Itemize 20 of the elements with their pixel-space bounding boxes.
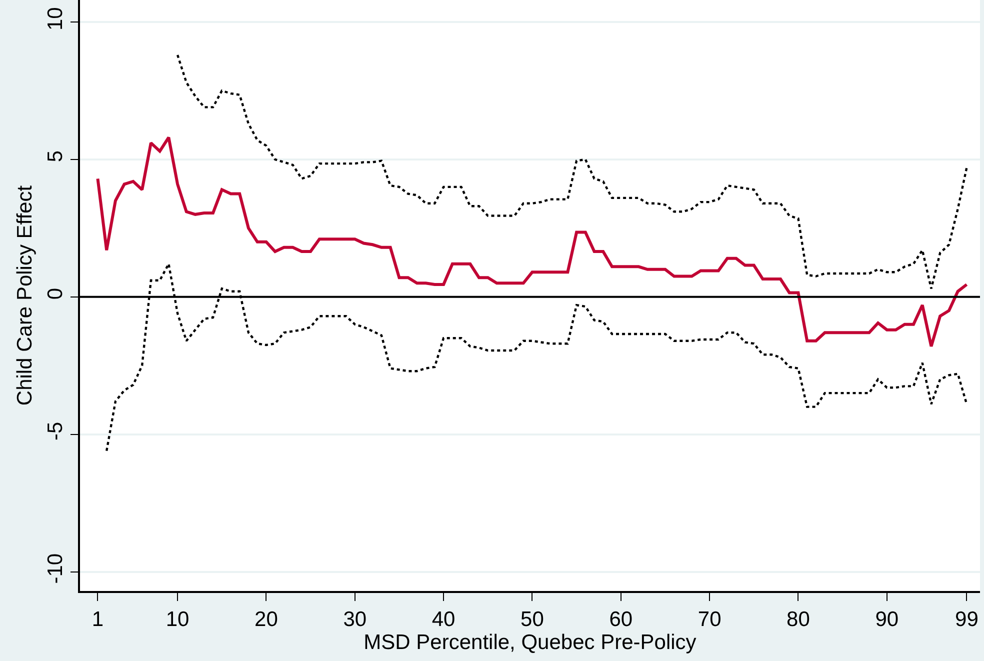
x-axis-title: MSD Percentile, Quebec Pre-Policy xyxy=(364,630,697,654)
x-tick-label: 20 xyxy=(254,608,278,631)
x-tick-label: 30 xyxy=(343,608,367,631)
y-tick-label: -5 xyxy=(44,422,67,441)
y-tick-label: 10 xyxy=(44,7,67,31)
y-tick-label: 0 xyxy=(44,288,67,300)
line-series xyxy=(96,136,968,348)
x-tick-label: 80 xyxy=(786,608,810,631)
x-tick-label: 40 xyxy=(432,608,456,631)
x-tick-label: 99 xyxy=(955,608,978,631)
x-tick-label: 70 xyxy=(698,608,722,631)
y-tick-label: 5 xyxy=(44,150,67,162)
line-series xyxy=(176,54,968,290)
x-tick-label: 1 xyxy=(92,608,104,631)
x-tick-label: 50 xyxy=(520,608,544,631)
x-tick-label: 60 xyxy=(609,608,633,631)
x-tick-label: 10 xyxy=(166,608,190,631)
y-axis-title: Child Care Policy Effect xyxy=(14,185,36,406)
x-tick-label: 90 xyxy=(875,608,899,631)
y-tick-label: -10 xyxy=(44,553,67,584)
